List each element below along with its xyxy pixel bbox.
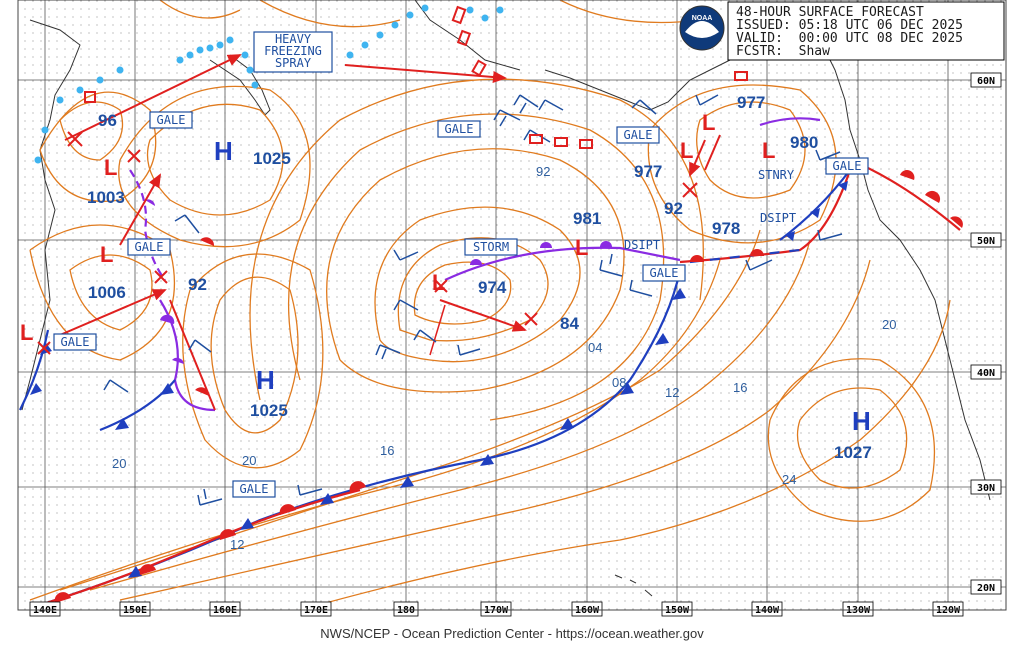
isobar-labels: 92 04 08 12 16 20 24 16 20 20 12 — [112, 164, 896, 552]
storm-label: STORM — [473, 240, 509, 254]
heavy-freezing-spray-label: FREEZING — [264, 44, 322, 58]
pressure-label: 1025 — [253, 149, 291, 168]
noaa-logo-bird — [685, 21, 719, 38]
svg-text:L: L — [20, 320, 33, 345]
gale-label: GALE — [624, 128, 653, 142]
gale-label: GALE — [240, 482, 269, 496]
latitude-label: 30N — [977, 483, 995, 494]
gale-label: GALE — [157, 113, 186, 127]
isobars — [29, 0, 951, 611]
wind-barbs — [103, 94, 843, 506]
header-title: 48-HOUR SURFACE FORECAST — [736, 5, 924, 20]
gale-label: GALE — [650, 266, 679, 280]
warning-labels: HEAVY FREEZING SPRAY GALE GALE GALE GALE… — [53, 31, 869, 498]
svg-text:L: L — [100, 242, 113, 267]
high-symbol: H — [256, 365, 275, 395]
pressure-label: 1003 — [87, 188, 125, 207]
isobar-label: 12 — [230, 537, 244, 552]
latitude-label: 60N — [977, 76, 995, 87]
footer-credit: NWS/NCEP - Ocean Prediction Center - htt… — [320, 626, 704, 641]
header-issued: ISSUED: 05:18 UTC 06 DEC 2025 — [736, 18, 963, 33]
isobar-label: 24 — [782, 472, 796, 487]
latitude-label: 40N — [977, 368, 995, 379]
isobar-label: 20 — [112, 456, 126, 471]
heavy-freezing-spray-label: HEAVY — [275, 32, 312, 46]
isobar-label: 12 — [665, 385, 679, 400]
pressure-label: 981 — [573, 209, 601, 228]
isobar-label: 16 — [380, 443, 394, 458]
high-symbol: H — [852, 406, 871, 436]
pressure-labels: 977 980 977 92 978 981 974 84 96 1003 10… — [87, 93, 872, 462]
isobar-label: 92 — [536, 164, 550, 179]
high-centers: H H H — [214, 136, 871, 436]
gale-label: GALE — [445, 122, 474, 136]
front-symbols — [30, 170, 963, 603]
isobar-label: 08 — [612, 375, 626, 390]
svg-text:L: L — [104, 155, 117, 180]
gale-label: GALE — [135, 240, 164, 254]
pressure-label: 978 — [712, 219, 740, 238]
latitude-label: 20N — [977, 583, 995, 594]
header-valid: VALID: 00:00 UTC 08 DEC 2025 — [736, 31, 963, 46]
isobar-label: 20 — [882, 317, 896, 332]
dissipating-label: DSIPT — [624, 238, 660, 252]
pressure-label: 84 — [560, 314, 579, 333]
svg-text:L: L — [702, 110, 715, 135]
map-frame — [17, 0, 1007, 611]
high-symbol: H — [214, 136, 233, 166]
latitude-label: 50N — [977, 236, 995, 247]
gale-label: GALE — [61, 335, 90, 349]
latitude-labels: 60N 50N 40N 30N 20N — [970, 72, 1002, 595]
svg-text:L: L — [762, 138, 775, 163]
pressure-label: 977 — [634, 162, 662, 181]
pressure-label: 980 — [790, 133, 818, 152]
low-centers — [37, 54, 721, 411]
heavy-freezing-spray-label: SPRAY — [275, 56, 312, 70]
forecast-header: NOAA 48-HOUR SURFACE FORECAST ISSUED: 05… — [679, 1, 1005, 61]
dissipating-label: DSIPT — [760, 211, 796, 225]
pressure-label: 92 — [188, 275, 207, 294]
isobar-label: 04 — [588, 340, 602, 355]
map-background — [18, 0, 1006, 610]
gale-label: GALE — [833, 159, 862, 173]
ice-edge — [34, 4, 504, 164]
isobar-label: 16 — [733, 380, 747, 395]
pressure-label: 1025 — [250, 401, 288, 420]
svg-text:L: L — [680, 138, 693, 163]
pressure-label: 1027 — [834, 443, 872, 462]
front-annotations: STNRY DSIPT DSIPT — [624, 168, 796, 252]
pressure-label: 1006 — [88, 283, 126, 302]
stationary-label: STNRY — [758, 168, 795, 182]
pressure-label: 92 — [664, 199, 683, 218]
freezing-spray-markers — [84, 5, 748, 149]
pressure-label: 974 — [478, 278, 507, 297]
isobar-label: 20 — [242, 453, 256, 468]
pressure-label: 977 — [737, 93, 765, 112]
svg-text:L: L — [575, 235, 588, 260]
svg-text:L: L — [432, 270, 445, 295]
pressure-label: 96 — [98, 111, 117, 130]
noaa-logo-text: NOAA — [692, 15, 713, 22]
header-forecaster: FCSTR: Shaw — [736, 44, 830, 59]
